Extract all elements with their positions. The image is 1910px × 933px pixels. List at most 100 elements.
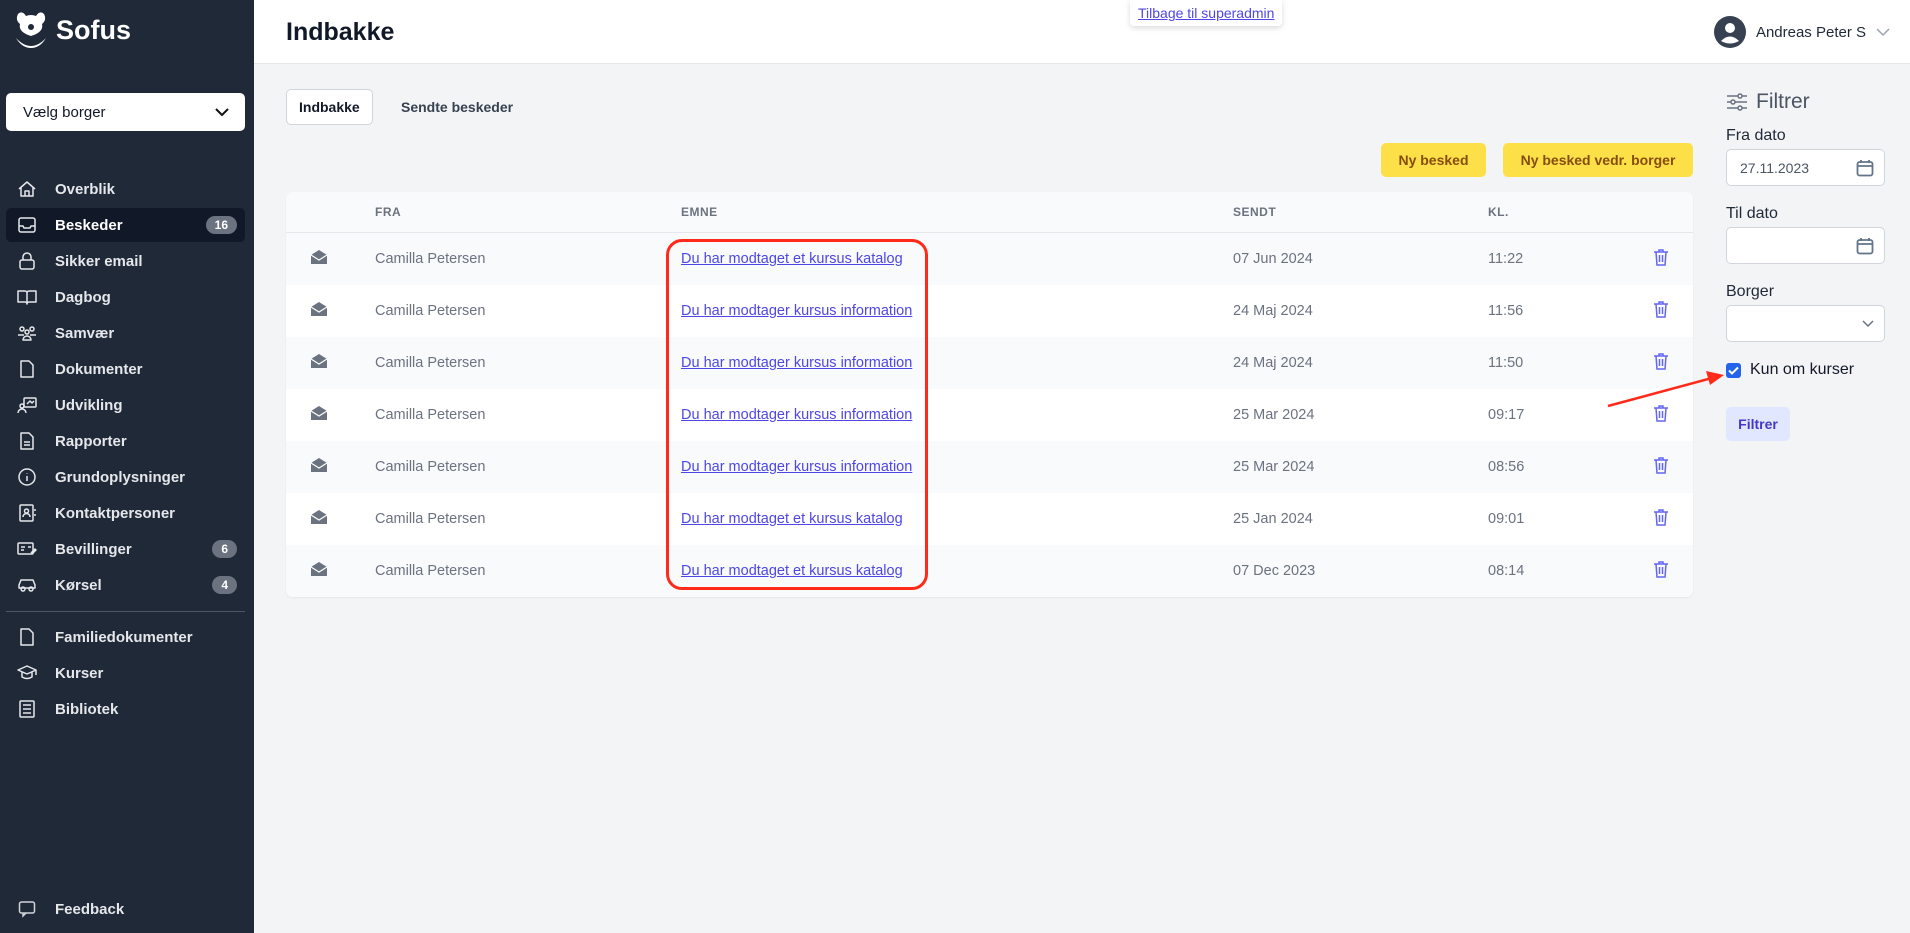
table-row[interactable]: Camilla Petersen Du har modtager kursus i… (286, 337, 1693, 389)
message-sent-date: 25 Mar 2024 (1233, 459, 1315, 475)
message-time: 08:14 (1488, 563, 1525, 579)
sidebar-item-bevillinger[interactable]: Bevillinger 6 (6, 532, 245, 566)
sidebar: Sofus Vælg borger Overblik Beskeder 16 Sikk… (0, 0, 254, 933)
count-badge: 4 (212, 576, 237, 594)
tab-indbakke[interactable]: Indbakke (286, 89, 373, 125)
citizen-select-value: Vælg borger (23, 103, 106, 121)
table-row[interactable]: Camilla Petersen Du har modtaget et kursu… (286, 233, 1693, 285)
apply-filter-button[interactable]: Filtrer (1726, 407, 1790, 441)
message-subject-link[interactable]: Du har modtager kursus information (681, 303, 913, 319)
envelope-open-icon (310, 301, 328, 321)
new-message-button[interactable]: Ny besked (1381, 143, 1486, 177)
message-subject-link[interactable]: Du har modtager kursus information (681, 355, 913, 371)
trash-icon[interactable] (1653, 404, 1669, 426)
trash-icon[interactable] (1653, 456, 1669, 478)
only-courses-checkbox[interactable] (1726, 362, 1741, 378)
sidebar-item-label: Sikker email (55, 252, 143, 270)
sidebar-item-beskeder[interactable]: Beskeder 16 (6, 208, 245, 242)
table-row[interactable]: Camilla Petersen Du har modtaget et kursu… (286, 545, 1693, 597)
new-message-citizen-button[interactable]: Ny besked vedr. borger (1503, 143, 1693, 177)
count-badge: 6 (212, 540, 237, 558)
to-date-input[interactable] (1726, 227, 1885, 264)
sidebar-item-kontaktpersoner[interactable]: Kontaktpersoner (6, 496, 245, 530)
development-icon (16, 394, 38, 416)
chevron-down-icon (1862, 319, 1874, 327)
lock-icon (16, 250, 38, 272)
trash-icon[interactable] (1653, 508, 1669, 530)
sidebar-divider (6, 611, 245, 612)
chevron-down-icon (1876, 27, 1890, 36)
sidebar-item-feedback[interactable]: Feedback (6, 892, 245, 926)
message-time: 11:56 (1488, 303, 1524, 319)
message-subject-link[interactable]: Du har modtaget et kursus katalog (681, 511, 903, 527)
table-row[interactable]: Camilla Petersen Du har modtager kursus i… (286, 441, 1693, 493)
trash-icon[interactable] (1653, 300, 1669, 322)
sidebar-item-label: Overblik (55, 180, 116, 198)
user-menu[interactable]: Andreas Peter S (1713, 16, 1890, 48)
book-icon (16, 286, 38, 308)
sidebar-item-dokumenter[interactable]: Dokumenter (6, 352, 245, 386)
message-from: Camilla Petersen (375, 563, 486, 579)
sidebar-item-udvikling[interactable]: Udvikling (6, 388, 245, 422)
envelope-open-icon (310, 561, 328, 581)
trash-icon[interactable] (1653, 560, 1669, 582)
trash-icon[interactable] (1653, 248, 1669, 270)
message-from: Camilla Petersen (375, 303, 486, 319)
message-time: 09:17 (1488, 407, 1525, 423)
messages-table: FRA EMNE SENDT KL. Camilla Petersen Du ha… (286, 192, 1693, 597)
avatar-icon (1713, 16, 1746, 48)
sidebar-item-sikker-email[interactable]: Sikker email (6, 244, 245, 278)
grant-icon (16, 538, 38, 560)
message-from: Camilla Petersen (375, 355, 486, 371)
chat-icon (16, 898, 38, 920)
checkmark-icon (1728, 366, 1739, 375)
message-from: Camilla Petersen (375, 511, 486, 527)
envelope-open-icon (310, 457, 328, 477)
message-subject-link[interactable]: Du har modtager kursus information (681, 459, 913, 475)
logo[interactable]: Sofus (14, 10, 131, 50)
document-icon (16, 626, 38, 648)
column-header-from: FRA (375, 205, 402, 219)
calendar-icon[interactable] (1856, 159, 1874, 177)
message-from: Camilla Petersen (375, 459, 486, 475)
table-row[interactable]: Camilla Petersen Du har modtager kursus i… (286, 389, 1693, 441)
sidebar-item-familiedokumenter[interactable]: Familiedokumenter (6, 620, 245, 654)
sidebar-item-kørsel[interactable]: Kørsel 4 (6, 568, 245, 602)
citizen-filter-select[interactable] (1726, 305, 1885, 342)
table-row[interactable]: Camilla Petersen Du har modtaget et kursu… (286, 493, 1693, 545)
only-courses-option[interactable]: Kun om kurser (1726, 361, 1854, 379)
sidebar-item-overblik[interactable]: Overblik (6, 172, 245, 206)
message-subject-link[interactable]: Du har modtager kursus information (681, 407, 913, 423)
message-sent-date: 24 Maj 2024 (1233, 355, 1313, 371)
filter-heading: Filtrer (1726, 90, 1810, 114)
count-badge: 16 (205, 216, 237, 234)
bear-logo-icon (16, 12, 46, 48)
table-row[interactable]: Camilla Petersen Du har modtager kursus i… (286, 285, 1693, 337)
message-sent-date: 25 Jan 2024 (1233, 511, 1313, 527)
sidebar-item-kurser[interactable]: Kurser (6, 656, 245, 690)
from-date-input[interactable]: 27.11.2023 (1726, 149, 1885, 186)
message-subject-link[interactable]: Du har modtaget et kursus katalog (681, 563, 903, 579)
tab-sendte-beskeder[interactable]: Sendte beskeder (401, 99, 514, 115)
envelope-open-icon (310, 249, 328, 269)
message-subject-link[interactable]: Du har modtaget et kursus katalog (681, 251, 903, 267)
graduation-cap-icon (16, 662, 38, 684)
sidebar-item-bibliotek[interactable]: Bibliotek (6, 692, 245, 726)
back-to-superadmin-link[interactable]: Tilbage til superadmin (1130, 0, 1283, 26)
sidebar-item-samvær[interactable]: Samvær (6, 316, 245, 350)
trash-icon[interactable] (1653, 352, 1669, 374)
sidebar-item-label: Dokumenter (55, 360, 143, 378)
sidebar-item-rapporter[interactable]: Rapporter (6, 424, 245, 458)
sidebar-item-label: Kurser (55, 664, 104, 682)
citizen-select[interactable]: Vælg borger (6, 93, 245, 131)
message-from: Camilla Petersen (375, 251, 486, 267)
calendar-icon[interactable] (1856, 237, 1874, 255)
library-icon (16, 698, 38, 720)
message-time: 09:01 (1488, 511, 1525, 527)
table-header: FRA EMNE SENDT KL. (286, 192, 1693, 233)
sidebar-item-label: Samvær (55, 324, 115, 342)
sidebar-item-dagbog[interactable]: Dagbog (6, 280, 245, 314)
sidebar-item-label: Kontaktpersoner (55, 504, 176, 522)
sidebar-item-grundoplysninger[interactable]: Grundoplysninger (6, 460, 245, 494)
